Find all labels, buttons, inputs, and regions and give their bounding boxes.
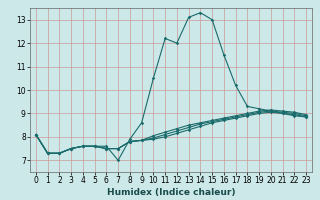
- X-axis label: Humidex (Indice chaleur): Humidex (Indice chaleur): [107, 188, 235, 197]
